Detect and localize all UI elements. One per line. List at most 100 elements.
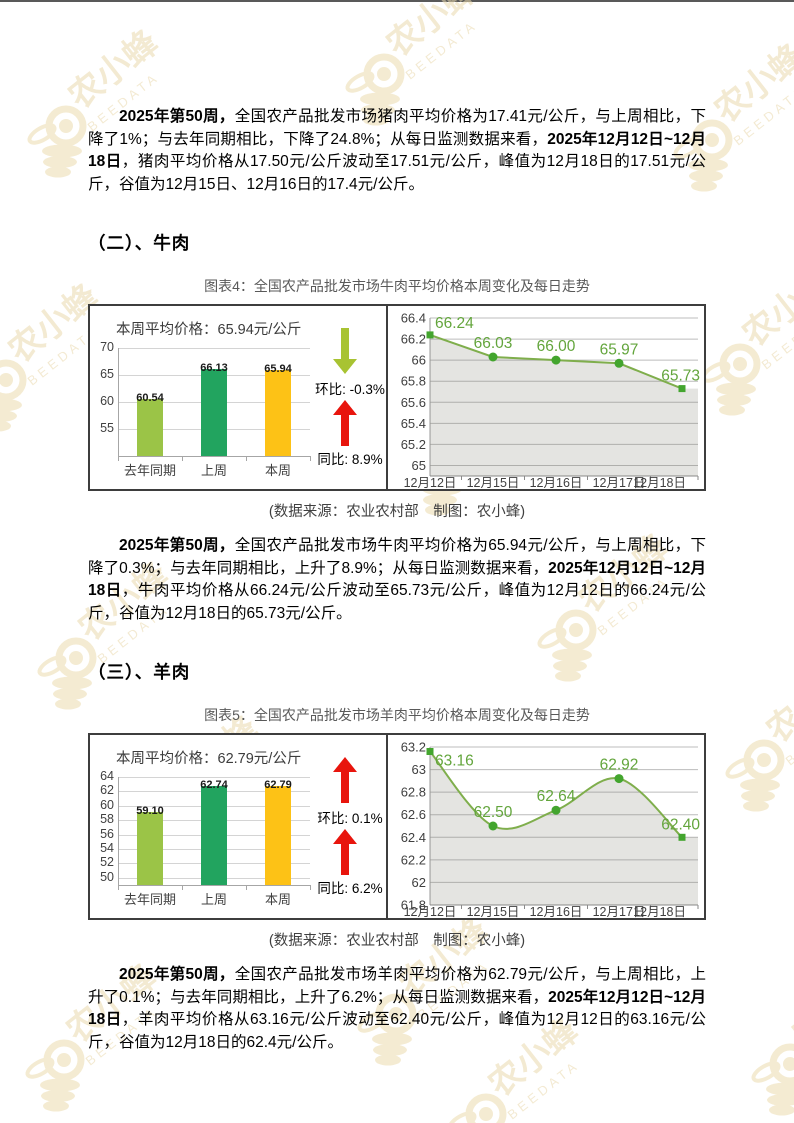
bar-category-label: 去年同期 xyxy=(123,892,176,907)
data-point-label: 62.50 xyxy=(474,804,513,821)
svg-text:BEEDATA: BEEDATA xyxy=(759,307,794,372)
figure4-source: (数据来源：农业农村部 制图：农小蜂) xyxy=(268,504,526,520)
beef-text-2: ，牛肉平均价格从66.24元/公斤波动至65.73元/公斤，峰值为12月12日的… xyxy=(88,582,706,622)
data-point xyxy=(488,352,498,362)
y-tick-label: 58 xyxy=(100,812,114,827)
bar xyxy=(201,368,227,456)
bar xyxy=(265,369,291,456)
pork-week-label: 2025年第50周， xyxy=(119,108,235,125)
beef-period-label: 2025年12月12日~12月18日 xyxy=(88,559,706,600)
lamb-text-2: ，羊肉平均价格从63.16元/公斤波动至62.40元/公斤，峰值为12月12日的… xyxy=(88,1011,706,1051)
lamb-period-label: 2025年12月12日~12月18日 xyxy=(88,988,706,1029)
data-point-label: 62.92 xyxy=(600,757,639,774)
svg-text:65.2: 65.2 xyxy=(401,437,426,452)
y-tick-label: 56 xyxy=(100,826,114,841)
x-tick-label: 12月17日 xyxy=(593,476,646,489)
x-axis-tick xyxy=(246,885,247,890)
x-axis-tick xyxy=(118,456,119,461)
bar xyxy=(201,786,227,885)
gridline xyxy=(118,777,310,778)
data-point-label: 62.40 xyxy=(661,816,700,833)
x-tick-label: 12月16日 xyxy=(530,905,583,918)
beef-figure: 本周平均价格：65.94元/公斤 70 65 60 55 60.54 去年同期 66.13 上周… xyxy=(88,304,706,491)
x-axis-tick xyxy=(310,885,311,890)
pork-period-label: 2025年12月12日~12月18日 xyxy=(88,130,706,171)
x-tick-label: 12月17日 xyxy=(593,905,646,918)
x-axis-line xyxy=(118,885,310,886)
lamb-figure: 本周平均价格：62.79元/公斤 64 62 60 58 56 54 52 50 59.10 去年同… xyxy=(88,733,706,920)
x-tick-label: 12月18日 xyxy=(633,476,686,489)
y-tick-label: 52 xyxy=(100,855,114,870)
svg-text:62.2: 62.2 xyxy=(401,852,426,867)
arrow-down-icon xyxy=(332,328,358,379)
x-tick-label: 12月12日 xyxy=(404,905,457,918)
x-axis-tick xyxy=(182,456,183,461)
bar-value-label: 62.74 xyxy=(200,779,228,792)
x-axis-tick xyxy=(182,885,183,890)
data-point-label: 65.97 xyxy=(600,341,639,358)
beef-summary-paragraph: 2025年第50周，全国农产品批发市场牛肉平均价格为65.94元/公斤，与上周相… xyxy=(88,535,706,625)
bar xyxy=(137,399,163,456)
data-point-label: 66.00 xyxy=(537,338,576,355)
beef-bar-chart: 本周平均价格：65.94元/公斤 70 65 60 55 60.54 去年同期 66.13 上周… xyxy=(90,306,386,489)
svg-text:66.4: 66.4 xyxy=(401,311,426,326)
y-tick-label: 55 xyxy=(100,421,114,435)
data-point-label: 66.24 xyxy=(435,315,474,332)
pork-text-2: ，猪肉平均价格从17.50元/公斤波动至17.51元/公斤，峰值为12月18日的… xyxy=(88,153,706,193)
top-rule xyxy=(0,0,794,2)
bar xyxy=(265,785,291,885)
lamb-line-chart: 63.2 63 62.8 62.6 62.4 62.2 62 61.8 63.16 12月12日 6… xyxy=(388,735,704,920)
y-tick-label: 50 xyxy=(100,869,114,884)
y-tick-label: 62 xyxy=(100,783,114,798)
bar-value-label: 65.94 xyxy=(264,362,292,375)
svg-text:65.4: 65.4 xyxy=(401,416,426,431)
data-point xyxy=(678,385,686,393)
bar-chart-title: 本周平均价格：65.94元/公斤 xyxy=(116,322,302,338)
svg-text:BEEDATA: BEEDATA xyxy=(731,83,794,148)
svg-text:农小蜂: 农小蜂 xyxy=(760,657,794,750)
page-content: 2025年第50周，全国农产品批发市场猪肉平均价格为17.41元/公斤，与上周相… xyxy=(88,0,706,1054)
arrow-up-icon xyxy=(332,757,358,808)
svg-text:62.6: 62.6 xyxy=(401,807,426,822)
figure5-source: (数据来源：农业农村部 制图：农小蜂) xyxy=(268,933,526,949)
y-tick-label: 65 xyxy=(100,367,114,381)
x-axis-line xyxy=(118,456,310,457)
x-tick-label: 12月18日 xyxy=(633,905,686,918)
svg-text:63: 63 xyxy=(412,762,426,777)
y-tick-label: 54 xyxy=(100,841,114,855)
svg-text:65.8: 65.8 xyxy=(401,374,426,389)
data-point xyxy=(678,833,686,841)
svg-text:65: 65 xyxy=(412,458,426,473)
data-point-label: 62.64 xyxy=(537,788,576,805)
svg-text:62.4: 62.4 xyxy=(401,830,426,845)
section-heading-lamb: （三）、羊肉 xyxy=(88,662,191,682)
data-point xyxy=(426,748,434,755)
bar-value-label: 62.79 xyxy=(264,778,292,791)
bar-category-label: 本周 xyxy=(264,892,291,907)
pork-summary-paragraph: 2025年第50周，全国农产品批发市场猪肉平均价格为17.41元/公斤，与上周相… xyxy=(88,106,706,196)
x-tick-label: 12月16日 xyxy=(530,476,583,489)
panel-divider xyxy=(386,735,388,918)
data-point xyxy=(614,774,624,784)
data-point xyxy=(551,805,561,815)
svg-text:62.8: 62.8 xyxy=(401,785,426,800)
bar-value-label: 60.54 xyxy=(136,392,164,405)
svg-text:62: 62 xyxy=(412,875,426,890)
data-point-label: 66.03 xyxy=(474,335,513,352)
svg-text:BEEDATA: BEEDATA xyxy=(783,703,794,768)
bar-category-label: 本周 xyxy=(264,463,291,478)
bar xyxy=(137,812,163,885)
x-axis-tick xyxy=(246,456,247,461)
svg-text:农小蜂: 农小蜂 xyxy=(708,37,794,130)
lamb-text-1: 全国农产品批发市场羊肉平均价格为62.79元/公斤，与上周相比，上升了0.1%；… xyxy=(88,966,706,1006)
year-ratio-label: 同比: 8.9% xyxy=(317,452,383,467)
y-tick-label: 64 xyxy=(100,769,114,783)
x-tick-label: 12月15日 xyxy=(467,476,520,489)
svg-text:BEEDATA: BEEDATA xyxy=(505,1057,583,1122)
lamb-summary-paragraph: 2025年第50周，全国农产品批发市场羊肉平均价格为62.79元/公斤，与上周相… xyxy=(88,964,706,1054)
